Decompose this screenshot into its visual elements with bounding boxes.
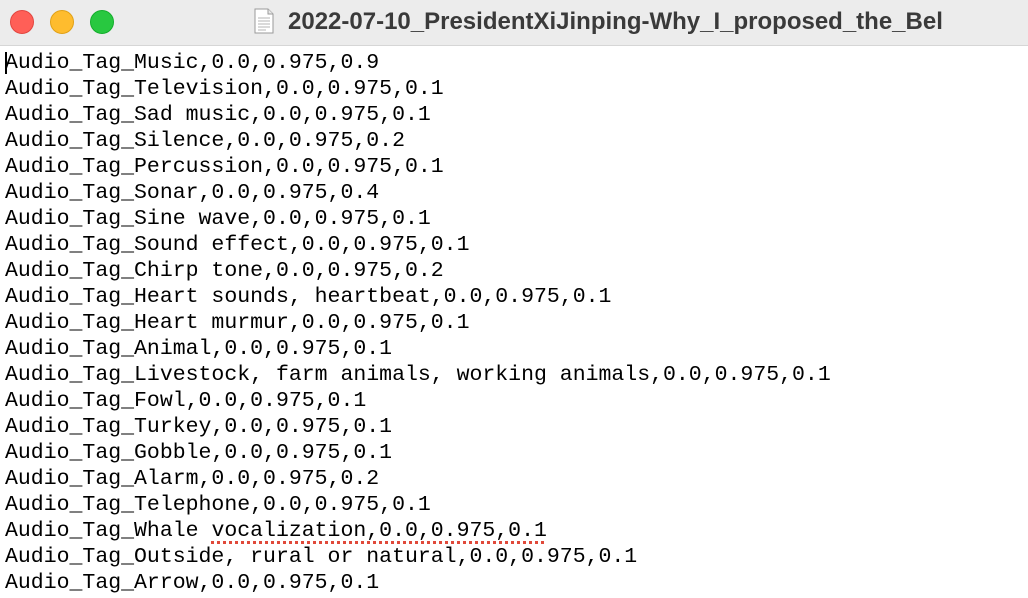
text-line[interactable]: Audio_Tag_Livestock, farm animals, worki… (5, 363, 831, 387)
minimize-button[interactable] (50, 10, 74, 34)
text-line[interactable]: Audio_Tag_Alarm,0.0,0.975,0.2 (5, 467, 380, 491)
text-line[interactable]: Audio_Tag_Fowl,0.0,0.975,0.1 (5, 389, 367, 413)
text-cursor (5, 52, 7, 74)
text-line[interactable]: Audio_Tag_Sine wave,0.0,0.975,0.1 (5, 207, 431, 231)
text-line[interactable]: Audio_Tag_Sonar,0.0,0.975,0.4 (5, 181, 380, 205)
text-line[interactable]: Audio_Tag_Silence,0.0,0.975,0.2 (5, 129, 405, 153)
title-bar[interactable]: 2022-07-10_PresidentXiJinping-Why_I_prop… (0, 0, 1028, 46)
zoom-button[interactable] (90, 10, 114, 34)
text-line[interactable]: Audio_Tag_Sound effect,0.0,0.975,0.1 (5, 233, 470, 257)
text-line[interactable]: Audio_Tag_Heart murmur,0.0,0.975,0.1 (5, 311, 470, 335)
text-line[interactable]: Audio_Tag_Television,0.0,0.975,0.1 (5, 77, 444, 101)
text-line[interactable]: Audio_Tag_Gobble,0.0,0.975,0.1 (5, 441, 393, 465)
text-line[interactable]: Audio_Tag_Heart sounds, heartbeat,0.0,0.… (5, 285, 612, 309)
text-segment: Audio_Tag_Whale (5, 519, 212, 543)
close-button[interactable] (10, 10, 34, 34)
text-line[interactable]: Audio_Tag_Turkey,0.0,0.975,0.1 (5, 415, 393, 439)
text-line[interactable]: Audio_Tag_Music,0.0,0.975,0.9 (5, 51, 380, 75)
text-document-icon[interactable] (254, 8, 274, 34)
misspelled-word[interactable]: vocalization,0.0,0.975,0.1 (211, 519, 547, 543)
text-line-spellcheck[interactable]: Audio_Tag_Whale vocalization,0.0,0.975,0… (5, 518, 547, 544)
window-title: 2022-07-10_PresidentXiJinping-Why_I_prop… (288, 8, 943, 35)
text-line[interactable]: Audio_Tag_Percussion,0.0,0.975,0.1 (5, 155, 444, 179)
text-area[interactable]: Audio_Tag_Music,0.0,0.975,0.9 Audio_Tag_… (0, 50, 1028, 598)
text-line[interactable]: Audio_Tag_Sad music,0.0,0.975,0.1 (5, 103, 431, 127)
text-line[interactable]: Audio_Tag_Chirp tone,0.0,0.975,0.2 (5, 259, 444, 283)
text-line[interactable]: Audio_Tag_Outside, rural or natural,0.0,… (5, 545, 638, 569)
text-line[interactable]: Audio_Tag_Animal,0.0,0.975,0.1 (5, 337, 393, 361)
text-line[interactable]: Audio_Tag_Telephone,0.0,0.975,0.1 (5, 493, 431, 517)
text-line[interactable]: Audio_Tag_Arrow,0.0,0.975,0.1 (5, 571, 380, 595)
